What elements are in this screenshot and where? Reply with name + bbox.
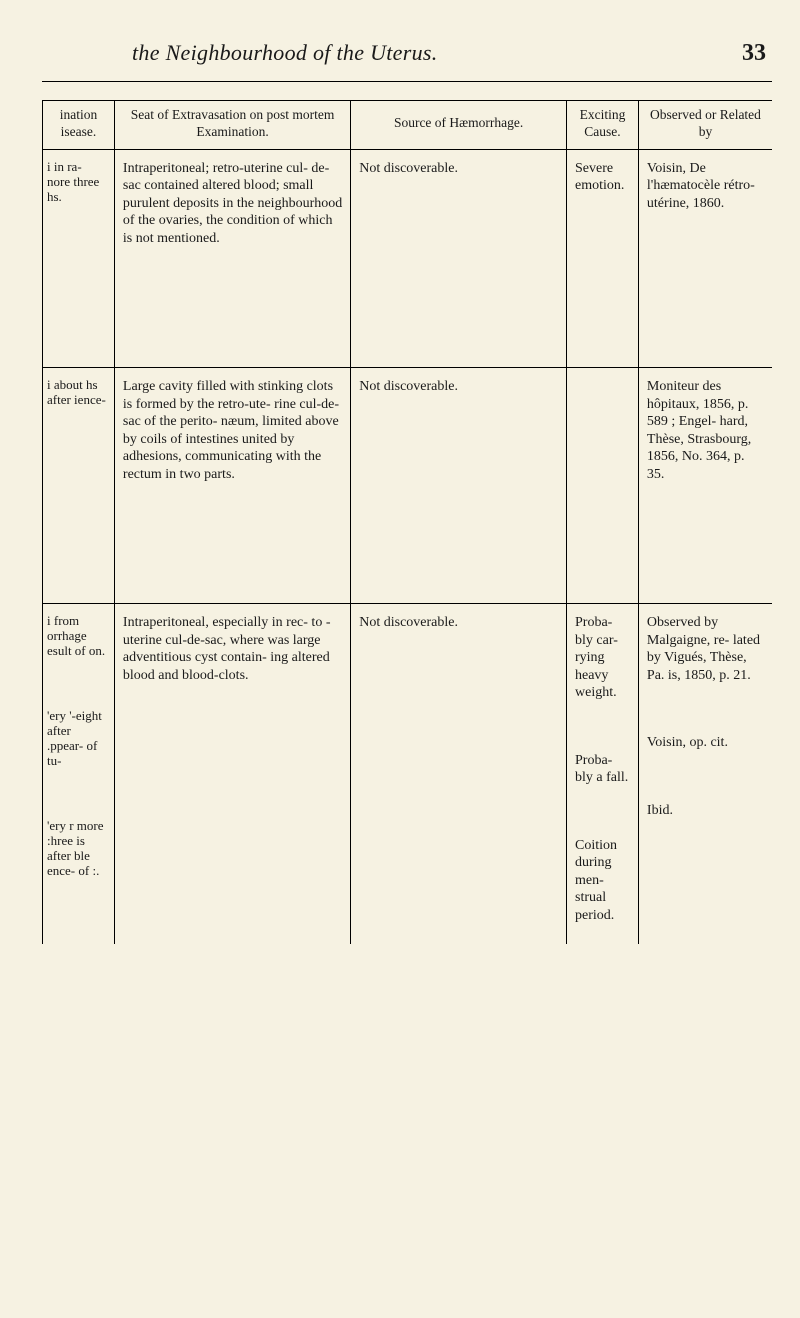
cell-cause bbox=[567, 368, 639, 604]
col-header-2: Seat of Extravasation on post mortem Exa… bbox=[114, 101, 350, 150]
col-header-1: ination isease. bbox=[43, 101, 115, 150]
page-number: 33 bbox=[742, 40, 766, 67]
cell-disease: i about hs after ience- bbox=[43, 368, 115, 604]
cell-seat: Intraperitoneal, especially in rec- to -… bbox=[114, 604, 350, 945]
cell-cause: Severe emotion. bbox=[567, 149, 639, 368]
cell-text: Observed by Malgaigne, re- lated by Vigu… bbox=[647, 614, 764, 684]
col-header-4: Exciting Cause. bbox=[567, 101, 639, 150]
cell-cause: Proba- bly car- rying heavy weight. Prob… bbox=[567, 604, 639, 945]
cell-observed: Moniteur des hôpitaux, 1856, p. 589 ; En… bbox=[638, 368, 772, 604]
cell-disease: i in ra- nore three hs. bbox=[43, 149, 115, 368]
cell-text: Proba- bly a fall. bbox=[575, 752, 630, 787]
table-row: i about hs after ience- Large cavity fil… bbox=[43, 368, 773, 604]
data-table: ination isease. Seat of Extravasation on… bbox=[42, 100, 772, 944]
cell-source: Not discoverable. bbox=[351, 604, 567, 945]
cell-disease: i from orrhage esult of on. 'ery '-eight… bbox=[43, 604, 115, 945]
col-header-3: Source of Hæmorrhage. bbox=[351, 101, 567, 150]
rule-top bbox=[42, 81, 772, 82]
cell-text: i from orrhage esult of on. bbox=[47, 614, 106, 659]
cell-text: Ibid. bbox=[647, 802, 764, 820]
cell-seat: Intraperitoneal; retro-uterine cul- de-s… bbox=[114, 149, 350, 368]
table-header-row: ination isease. Seat of Extravasation on… bbox=[43, 101, 773, 150]
table-row: i from orrhage esult of on. 'ery '-eight… bbox=[43, 604, 773, 945]
cell-observed: Voisin, De l'hæmatocèle rétro-utérine, 1… bbox=[638, 149, 772, 368]
col-header-5: Observed or Related by bbox=[638, 101, 772, 150]
page: the Neighbourhood of the Uterus. 33 inat… bbox=[0, 0, 800, 1318]
cell-text: Proba- bly car- rying heavy weight. bbox=[575, 614, 630, 702]
running-title: the Neighbourhood of the Uterus. bbox=[132, 40, 438, 66]
cell-source: Not discoverable. bbox=[351, 149, 567, 368]
cell-text: Voisin, op. cit. bbox=[647, 734, 764, 752]
cell-observed: Observed by Malgaigne, re- lated by Vigu… bbox=[638, 604, 772, 945]
table-row: i in ra- nore three hs. Intraperitoneal;… bbox=[43, 149, 773, 368]
cell-text: 'ery r more :hree is after ble ence- of … bbox=[47, 819, 106, 879]
cell-text: 'ery '-eight after .ppear- of tu- bbox=[47, 709, 106, 769]
running-head: the Neighbourhood of the Uterus. 33 bbox=[42, 40, 772, 75]
cell-source: Not discoverable. bbox=[351, 368, 567, 604]
cell-text: Coition during men- strual period. bbox=[575, 837, 630, 925]
cell-seat: Large cavity filled with stinking clots … bbox=[114, 368, 350, 604]
